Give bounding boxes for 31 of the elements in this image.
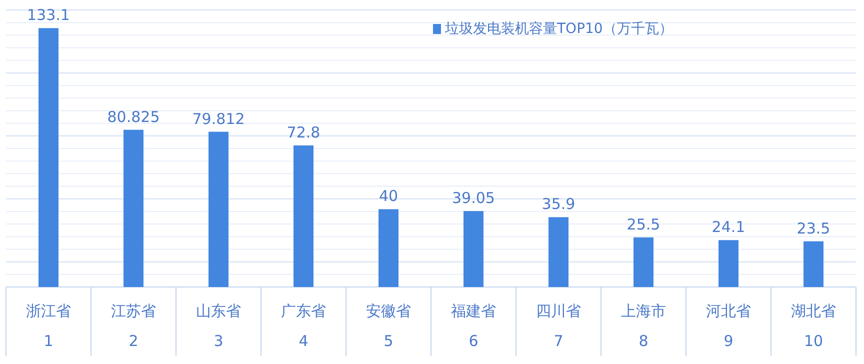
data-label: 40 [378,187,398,206]
data-label: 79.812 [192,110,245,128]
bar [124,130,144,287]
bar [634,237,654,287]
x-tick-label: 江苏省 2 [111,302,156,350]
x-tick-label: 浙江省 1 [26,302,71,350]
data-label: 39.05 [452,189,495,208]
bar [718,240,738,287]
bar [208,132,228,287]
bar [548,217,568,287]
x-tick-label: 上海市 8 [621,302,666,350]
legend-label: 垃圾发电装机容量TOP10（万千瓦） [444,21,673,37]
data-label: 35.9 [542,195,576,214]
data-label: 72.8 [286,123,320,142]
bar [38,28,58,287]
x-tick-label: 广东省 4 [281,302,326,350]
x-tick-label: 四川省 7 [536,302,581,350]
x-tick-label: 山东省 3 [196,302,241,350]
data-label: 133.1 [27,6,70,24]
x-tick-label: 福建省 6 [451,302,496,350]
bar [804,241,824,287]
bar [294,145,314,287]
x-tick-label: 安徽省 5 [366,302,411,350]
x-tick-label: 河北省 9 [706,302,751,350]
data-label: 23.5 [796,219,830,238]
x-tick-label: 湖北省 10 [791,302,836,350]
data-label: 24.1 [712,218,746,236]
bar [464,211,484,287]
data-label: 80.825 [107,108,160,126]
bar [378,209,398,287]
data-label: 25.5 [626,215,660,234]
